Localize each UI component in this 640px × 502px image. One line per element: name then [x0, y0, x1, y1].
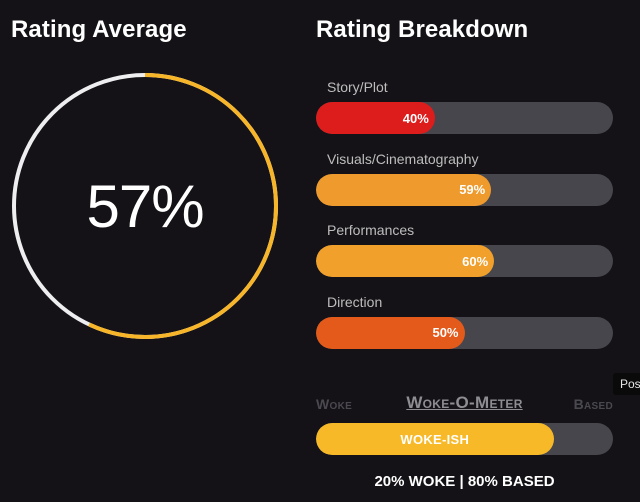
category-percent: 40% — [402, 110, 429, 126]
woke-meter-summary: 20% WOKE | 80% BASED — [374, 473, 555, 490]
category-track: 59% — [316, 173, 613, 206]
category-fill-bar: 60% — [316, 245, 495, 277]
woke-meter-fill-bar: WOKE-ISH — [316, 423, 554, 455]
woke-meter-left-label: Woke — [316, 396, 353, 412]
category-track: 40% — [316, 102, 613, 134]
rating-breakdown-heading: Rating Breakdown — [316, 16, 529, 43]
category-percent: 50% — [432, 325, 459, 340]
woke-meter-track: WOKE-ISH — [316, 423, 613, 455]
category-direction: Direction 50% — [316, 285, 613, 357]
category-visuals-cinematography: Visuals/Cinematography 59% — [316, 142, 613, 214]
category-fill-bar: 40% — [316, 102, 435, 134]
category-fill-bar: 59% — [316, 173, 492, 206]
category-track: 60% — [316, 245, 613, 277]
woke-meter-fill-label: WOKE-ISH — [400, 431, 470, 447]
category-story-plot: Story/Plot 40% — [316, 70, 613, 142]
tooltip-text: Pos — [620, 377, 640, 391]
category-label: Performances — [327, 222, 415, 238]
gauge-filled-arc — [12, 73, 278, 339]
rating-average-gauge: 57% — [9, 70, 281, 342]
woke-meter-header: Woke Woke-O-Meter Based — [316, 393, 613, 417]
category-fill-bar: 50% — [316, 316, 465, 349]
category-percent: 59% — [459, 182, 486, 197]
category-track: 50% — [316, 316, 613, 349]
category-label: Visuals/Cinematography — [327, 150, 479, 167]
woke-meter-right-label: Based — [573, 396, 613, 412]
category-percent: 60% — [462, 253, 489, 269]
rating-average-heading: Rating Average — [11, 16, 187, 43]
rating-breakdown: Story/Plot 40% Visuals/Cinematography 59… — [316, 70, 613, 356]
rating-average-value: 57% — [86, 172, 204, 240]
category-label: Direction — [327, 293, 383, 310]
woke-meter-title: Woke-O-Meter — [406, 393, 523, 412]
tooltip: Pos — [613, 373, 640, 395]
category-performances: Performances 60% — [316, 213, 613, 285]
category-label: Story/Plot — [327, 79, 388, 95]
